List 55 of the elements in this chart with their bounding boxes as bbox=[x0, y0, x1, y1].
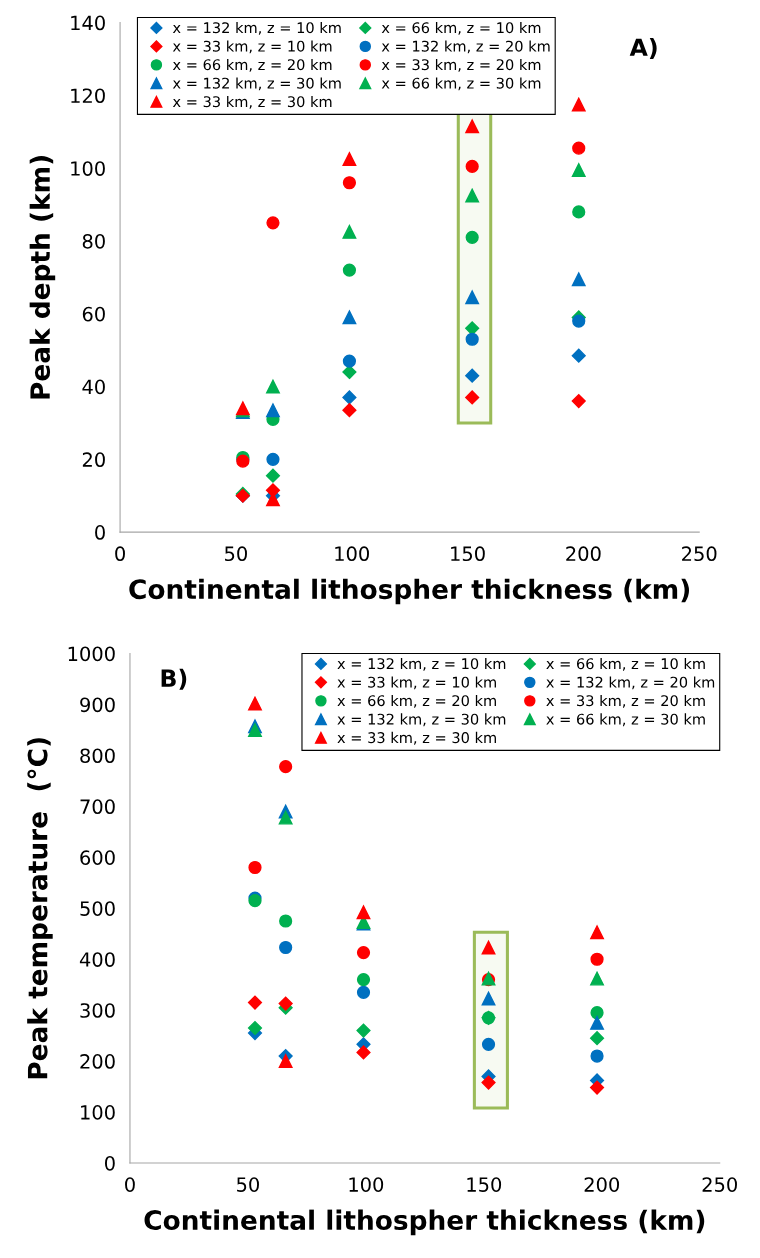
y-tick-label: 300 bbox=[80, 1003, 115, 1018]
legend-label: x = 33 km, z = 30 km bbox=[172, 95, 332, 109]
legend-label: x = 132 km, z = 30 km bbox=[172, 77, 341, 91]
y-tick-label: 60 bbox=[82, 306, 105, 322]
y-tick-label: 400 bbox=[79, 952, 115, 967]
y-tick-label: 80 bbox=[82, 233, 105, 249]
legend-label: x = 33 km, z = 20 km bbox=[546, 694, 705, 708]
legend-label: x = 66 km, z = 10 km bbox=[546, 657, 705, 671]
y-tick-label: 900 bbox=[80, 697, 115, 713]
y-tick-label: 500 bbox=[80, 901, 115, 916]
legend-label: x = 66 km, z = 30 km bbox=[381, 77, 541, 91]
legend-label: x = 66 km, z = 20 km bbox=[172, 58, 332, 72]
y-tick-label: 600 bbox=[80, 850, 115, 865]
legend-label: x = 33 km, z = 10 km bbox=[172, 40, 332, 54]
legend-label: x = 33 km, z = 30 km bbox=[337, 731, 496, 745]
y-tick-label: 20 bbox=[82, 452, 105, 468]
legend-label: x = 33 km, z = 20 km bbox=[381, 58, 541, 72]
y-tick-label: 140 bbox=[71, 15, 105, 31]
y-tick-label: 1000 bbox=[68, 646, 115, 662]
x-axis-title: Continental lithospher thickness (km) bbox=[129, 578, 690, 605]
x-tick-label: 250 bbox=[682, 546, 717, 562]
legend-label: x = 132 km, z = 20 km bbox=[381, 40, 550, 54]
y-axis-title: Peak temperature (°C) bbox=[27, 738, 53, 1079]
x-axis-title: Continental lithospher thickness (km) bbox=[144, 1209, 705, 1236]
legend-label: x = 66 km, z = 10 km bbox=[381, 21, 541, 35]
x-tick-label: 0 bbox=[115, 546, 125, 562]
y-tick-label: 700 bbox=[80, 799, 115, 815]
x-tick-label: 0 bbox=[125, 1177, 135, 1192]
y-tick-label: 100 bbox=[71, 161, 105, 176]
legend-label: x = 66 km, z = 30 km bbox=[546, 713, 705, 727]
annotation: B) bbox=[161, 668, 187, 690]
legend-label: x = 132 km, z = 30 km bbox=[337, 713, 506, 727]
x-tick-label: 50 bbox=[237, 1177, 259, 1192]
legend-label: x = 132 km, z = 10 km bbox=[337, 657, 506, 671]
legend-label: x = 33 km, z = 10 km bbox=[337, 676, 496, 690]
legend-label: x = 132 km, z = 20 km bbox=[546, 676, 715, 690]
y-tick-label: 200 bbox=[80, 1054, 115, 1069]
annotation: A) bbox=[629, 37, 657, 59]
x-tick-label: 100 bbox=[335, 546, 369, 562]
x-tick-label: 100 bbox=[349, 1177, 384, 1192]
y-tick-label: 0 bbox=[95, 525, 105, 540]
y-tick-label: 120 bbox=[71, 88, 105, 104]
legend-label: x = 132 km, z = 10 km bbox=[172, 21, 341, 35]
legend-label: x = 66 km, z = 20 km bbox=[337, 694, 496, 708]
x-tick-label: 150 bbox=[467, 1177, 502, 1192]
x-tick-label: 200 bbox=[584, 1177, 620, 1192]
y-tick-label: 0 bbox=[104, 1155, 115, 1171]
x-tick-label: 200 bbox=[566, 546, 601, 562]
y-tick-label: 40 bbox=[82, 379, 105, 395]
x-tick-label: 250 bbox=[702, 1177, 737, 1192]
x-tick-label: 50 bbox=[225, 546, 247, 562]
y-tick-label: 100 bbox=[81, 1105, 115, 1120]
y-tick-label: 800 bbox=[80, 748, 115, 764]
x-tick-label: 150 bbox=[451, 546, 485, 562]
y-axis-title: Peak depth (km) bbox=[29, 156, 56, 399]
